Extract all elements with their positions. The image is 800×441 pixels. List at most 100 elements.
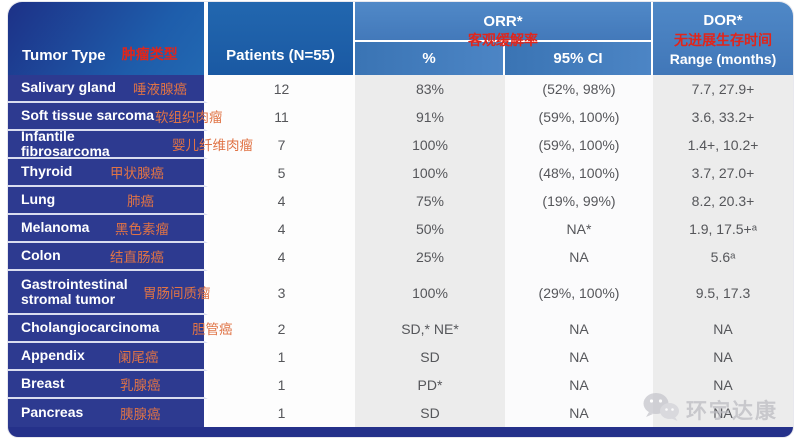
patients-count-cell: 1 — [208, 371, 355, 399]
dor-range-cell: 8.2, 20.3+ — [653, 187, 793, 215]
table-row: Salivary gland 唾液腺癌 12 83% (52%, 98%) 7.… — [8, 75, 793, 103]
ci-cell: (29%, 100%) — [505, 271, 653, 315]
header-group-orr: ORR* 客观缓解率 % 95% CI — [355, 2, 653, 75]
orr-percent-cell: 91% — [355, 103, 505, 131]
orr-percent-cell: 100% — [355, 271, 505, 315]
table-row: Thyroid 甲状腺癌 5 100% (48%, 100%) 3.7, 27.… — [8, 159, 793, 187]
ci-cell: NA* — [505, 215, 653, 243]
orr-percent-cell: 50% — [355, 215, 505, 243]
tumor-type-chinese-annotation: 胆管癌 — [192, 322, 233, 337]
tumor-type-chinese-annotation: 软组织肉瘤 — [155, 110, 223, 125]
ci-cell: (59%, 100%) — [505, 103, 653, 131]
tumor-type-cell: Cholangiocarcinoma 胆管癌 — [8, 315, 233, 343]
orr-percent-cell: SD,* NE* — [355, 315, 505, 343]
tumor-type-cell: Appendix 阑尾癌 — [8, 343, 208, 371]
table-row: Soft tissue sarcoma 软组织肉瘤 11 91% (59%, 1… — [8, 103, 793, 131]
tumor-type-label: Salivary gland — [21, 79, 116, 96]
tumor-type-header-label: Tumor Type — [22, 47, 106, 64]
watermark-label: 环宇达康 — [686, 399, 778, 423]
tumor-type-cell: Thyroid 甲状腺癌 — [8, 159, 208, 187]
ci-cell: NA — [505, 343, 653, 371]
table-row: Gastrointestinal stromal tumor 胃肠间质瘤 3 1… — [8, 271, 793, 315]
dor-range-cell: NA — [653, 371, 793, 399]
tumor-type-header-chinese-annotation: 肿瘤类型 — [121, 46, 178, 62]
dor-range-cell: 3.6, 33.2+ — [653, 103, 793, 131]
patients-header-label: Patients (N=55) — [226, 47, 335, 64]
table-row: Colon 结直肠癌 4 25% NA 5.6ᵃ — [8, 243, 793, 271]
patients-count-cell: 2 — [208, 315, 355, 343]
orr-percent-cell: SD — [355, 343, 505, 371]
tumor-type-label: Melanoma — [21, 219, 90, 236]
table-row: Breast 乳腺癌 1 PD* NA NA — [8, 371, 793, 399]
tumor-type-cell: Breast 乳腺癌 — [8, 371, 208, 399]
tumor-type-cell: Pancreas 胰腺癌 — [8, 399, 208, 427]
dor-range-cell: 9.5, 17.3 — [653, 271, 793, 315]
tumor-type-cell: Colon 结直肠癌 — [8, 243, 208, 271]
tumor-type-label: Soft tissue sarcoma — [21, 107, 155, 124]
tumor-type-chinese-annotation: 胰腺癌 — [120, 407, 161, 422]
dor-range-cell: 7.7, 27.9+ — [653, 75, 793, 103]
orr-header-label: ORR* — [483, 12, 523, 30]
tumor-type-label: Colon — [21, 247, 61, 264]
tumor-type-label: Thyroid — [21, 163, 73, 180]
ci-cell: NA — [505, 371, 653, 399]
ci-cell: (48%, 100%) — [505, 159, 653, 187]
tumor-type-cell: Salivary gland 唾液腺癌 — [8, 75, 208, 103]
patients-count-cell: 4 — [208, 215, 355, 243]
tumor-type-label: Cholangiocarcinoma — [21, 319, 160, 336]
wechat-icon — [642, 391, 680, 428]
tumor-type-label: Lung — [21, 191, 56, 208]
dor-header-label: DOR* — [703, 12, 743, 29]
header-subrow-orr: % 95% CI — [355, 42, 651, 75]
dor-header-chinese-annotation: 无进展生存时间 — [674, 32, 772, 48]
header-cell-dor: DOR* 无进展生存时间 Range (months) — [653, 2, 793, 75]
tumor-type-label: Gastrointestinal stromal tumor — [21, 275, 128, 307]
table-row: Pancreas 胰腺癌 1 SD NA NA — [8, 399, 793, 427]
ci-cell: NA — [505, 243, 653, 271]
patients-count-cell: 7 — [208, 131, 355, 159]
dor-range-cell: 1.9, 17.5+ᵃ — [653, 215, 793, 243]
tumor-type-chinese-annotation: 胃肠间质瘤 — [143, 286, 211, 301]
patients-count-cell: 5 — [208, 159, 355, 187]
table-bottom-bar — [8, 427, 793, 437]
ci-cell: NA — [505, 315, 653, 343]
table-body: Salivary gland 唾液腺癌 12 83% (52%, 98%) 7.… — [8, 75, 793, 427]
tumor-type-cell: Infantile fibrosarcoma 婴儿纤维肉瘤 — [8, 127, 253, 159]
dor-range-cell: NA — [653, 343, 793, 371]
tumor-type-label: Infantile fibrosarcoma — [21, 127, 110, 159]
orr-percent-cell: 83% — [355, 75, 505, 103]
ci-cell: NA — [505, 399, 653, 427]
patients-count-cell: 3 — [208, 271, 355, 315]
patients-count-cell: 1 — [208, 399, 355, 427]
orr-percent-cell: 100% — [355, 131, 505, 159]
dor-range-cell: NA — [653, 315, 793, 343]
dor-range-cell: 5.6ᵃ — [653, 243, 793, 271]
tumor-type-chinese-annotation: 阑尾癌 — [118, 350, 159, 365]
header-cell-orr: ORR* 客观缓解率 — [355, 2, 651, 48]
ci-header-label: 95% CI — [553, 50, 603, 67]
percent-header-label: % — [422, 50, 436, 67]
tumor-type-cell: Gastrointestinal stromal tumor 胃肠间质瘤 — [8, 271, 211, 315]
tumor-type-label: Appendix — [21, 347, 85, 364]
ci-cell: (19%, 99%) — [505, 187, 653, 215]
tumor-type-chinese-annotation: 肺癌 — [127, 194, 154, 209]
header-cell-tumor-type: Tumor Type 肿瘤类型 — [8, 2, 208, 75]
dor-range-cell: 1.4+, 10.2+ — [653, 131, 793, 159]
tumor-type-cell: Lung 肺癌 — [8, 187, 208, 215]
header-cell-patients: Patients (N=55) — [208, 2, 355, 75]
patients-count-cell: 4 — [208, 243, 355, 271]
tumor-type-chinese-annotation: 结直肠癌 — [110, 250, 164, 265]
orr-percent-cell: 100% — [355, 159, 505, 187]
tumor-type-cell: Soft tissue sarcoma 软组织肉瘤 — [8, 103, 223, 131]
ci-cell: (52%, 98%) — [505, 75, 653, 103]
orr-percent-cell: 25% — [355, 243, 505, 271]
tumor-type-chinese-annotation: 甲状腺癌 — [110, 166, 164, 181]
dor-range-cell: 3.7, 27.0+ — [653, 159, 793, 187]
patients-count-cell: 12 — [208, 75, 355, 103]
tumor-type-label: Pancreas — [21, 404, 84, 421]
header-cell-ci: 95% CI — [505, 42, 651, 75]
tumor-type-chinese-annotation: 黑色素瘤 — [115, 222, 169, 237]
orr-percent-cell: PD* — [355, 371, 505, 399]
patients-count-cell: 11 — [208, 103, 355, 131]
tumor-type-chinese-annotation: 婴儿纤维肉瘤 — [172, 138, 253, 153]
